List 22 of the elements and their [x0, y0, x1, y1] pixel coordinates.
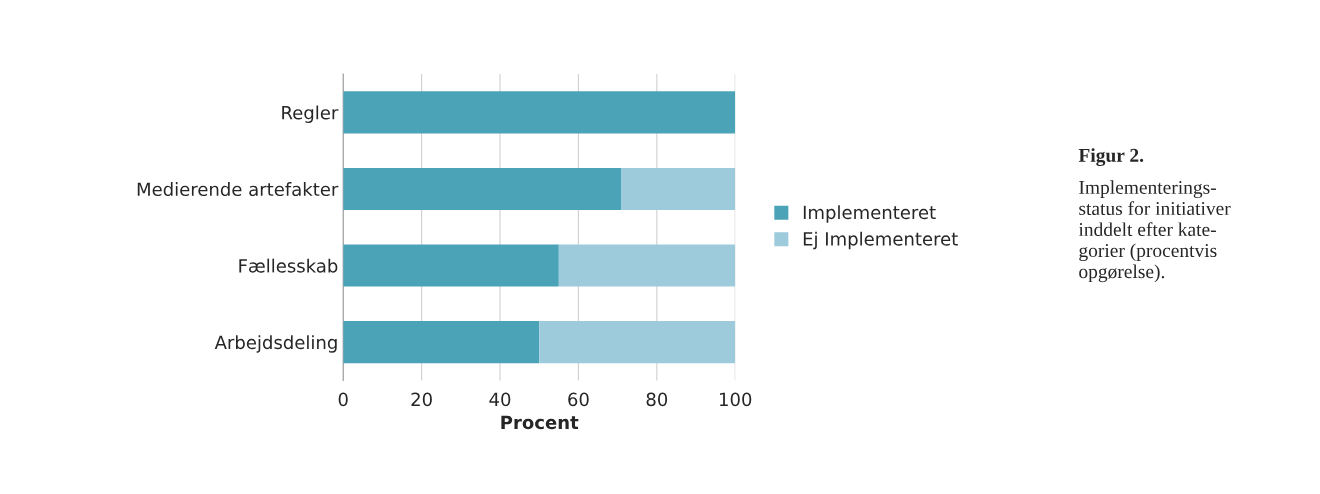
x-tick-label: 100 [719, 392, 752, 407]
y-tick-label: Arbejdsdeling [214, 335, 337, 353]
x-tick-label: 80 [646, 392, 668, 407]
x-tick-label: 60 [568, 392, 589, 407]
legend-label: Ej Implementeret [803, 231, 958, 250]
bar [621, 167, 736, 211]
y-tick-label: Medierende artefakter [137, 182, 339, 197]
text: Figur 2. [1078, 148, 1144, 166]
bar [343, 244, 559, 287]
y-tick-label: Regler [282, 105, 339, 123]
x-axis-title: Procent [501, 415, 579, 430]
bar [343, 91, 736, 134]
bar [343, 321, 540, 364]
y-tick-label: Fællesskab [239, 258, 338, 273]
x-tick-label: 20 [411, 392, 432, 407]
bar [539, 321, 736, 364]
bar [343, 167, 622, 211]
text: Implementerings- status for initiativer inddelt efter kate- gorier (procentvis opgørelse). [1078, 180, 1231, 283]
legend-label: Implementeret [803, 205, 936, 223]
bar [558, 244, 736, 287]
x-tick-label: 40 [489, 392, 511, 407]
x-tick-label: 0 [338, 392, 348, 407]
